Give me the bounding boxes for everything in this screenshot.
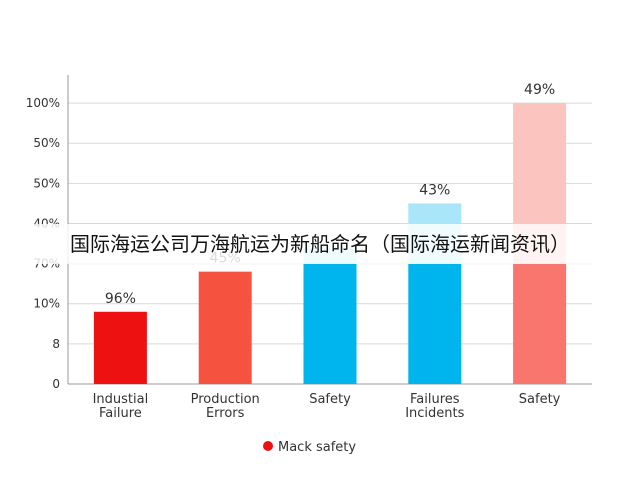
category-label: Production (191, 392, 260, 407)
category-label: Failure (99, 406, 142, 421)
category-label: Safety (309, 392, 351, 407)
y-tick-label: 50% (33, 136, 60, 150)
watermark-caption: 国际海运公司万海航运为新船命名（国际海运新闻资讯） (0, 224, 640, 264)
legend-swatch (263, 441, 273, 451)
y-tick-label: 100% (26, 96, 60, 110)
bars (93, 103, 567, 384)
legend: Mack safety (263, 440, 356, 455)
data-label: 96% (105, 291, 136, 307)
data-label: 43% (419, 182, 450, 198)
category-label: Safety (519, 392, 561, 407)
legend-label: Mack safety (278, 440, 356, 455)
category-label: Incidents (405, 406, 464, 421)
y-tick-label: 50% (33, 176, 60, 190)
y-tick-label: 10% (33, 297, 60, 311)
bar (198, 271, 252, 384)
y-tick-label: 8 (52, 337, 60, 351)
data-label: 49% (524, 82, 555, 98)
y-tick-label: 0 (52, 377, 60, 391)
bar (93, 311, 147, 384)
category-label: Failures (410, 392, 460, 407)
bar (513, 263, 567, 384)
bar (303, 263, 357, 384)
category-label: Industial (93, 392, 149, 407)
category-label: Errors (206, 406, 245, 421)
bar (408, 263, 462, 384)
